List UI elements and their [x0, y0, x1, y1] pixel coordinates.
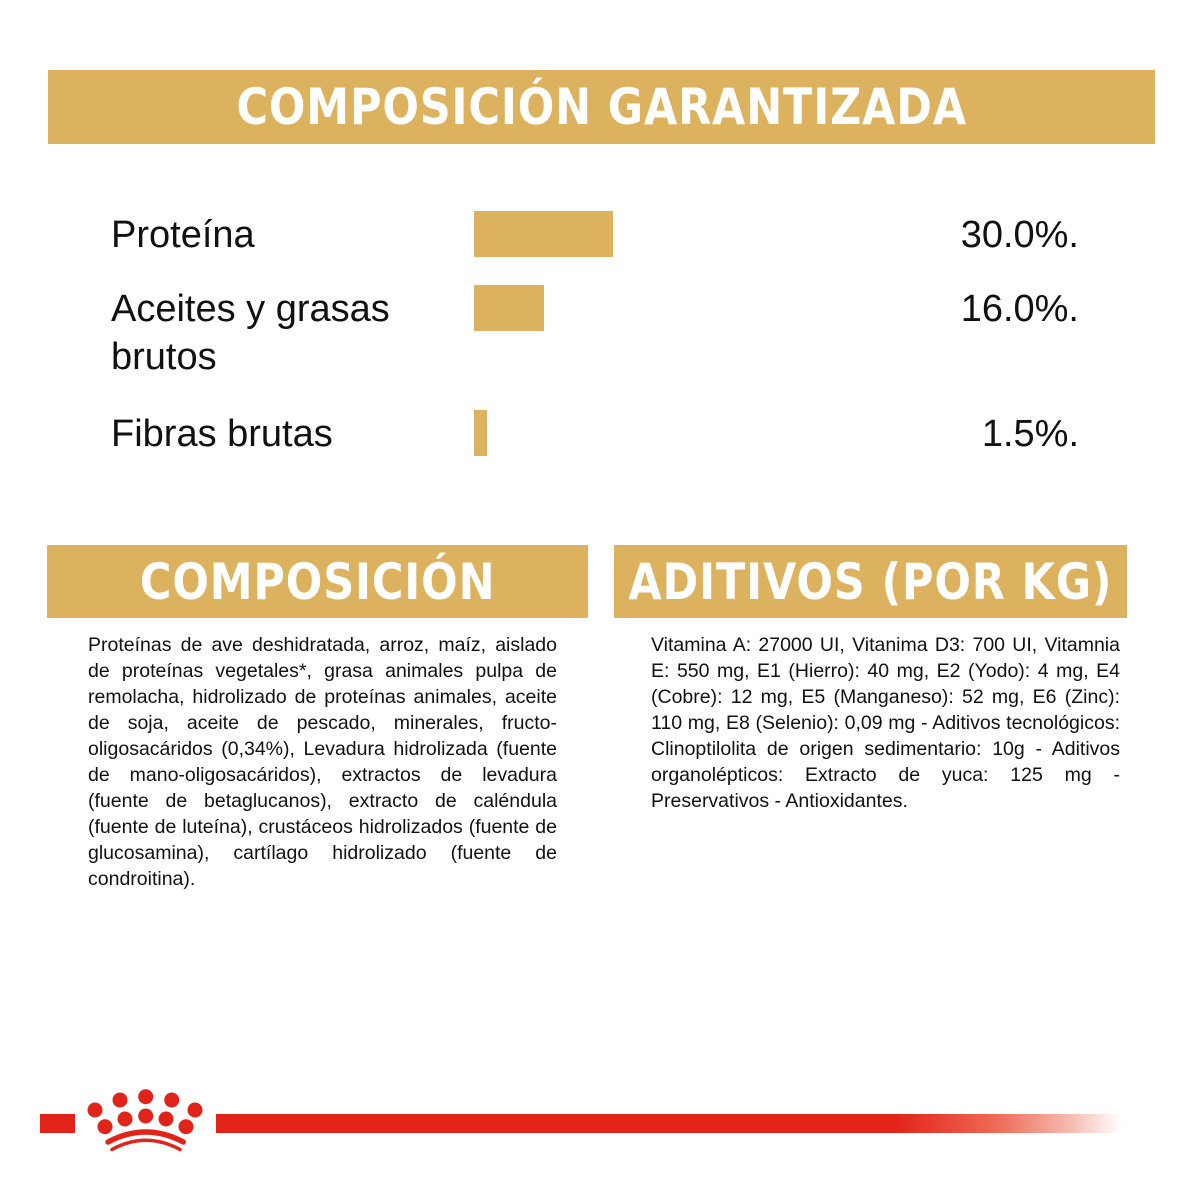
nutrient-bar: [474, 211, 613, 257]
nutrient-label: Aceites y grasas brutos: [111, 285, 390, 381]
additives-title: ADITIVOS (POR KG): [628, 552, 1113, 611]
additives-banner: ADITIVOS (POR KG): [614, 545, 1127, 618]
nutrient-value: 1.5%.: [981, 413, 1079, 455]
nutrient-label: Fibras brutas: [111, 413, 333, 455]
red-line-right: [216, 1114, 1122, 1133]
guaranteed-composition-banner: COMPOSICIÓN GARANTIZADA: [48, 70, 1155, 144]
guaranteed-composition-title: COMPOSICIÓN GARANTIZADA: [236, 78, 967, 136]
nutrient-value: 30.0%.: [960, 214, 1079, 256]
nutrient-label: Proteína: [111, 214, 255, 256]
additives-text: Vitamina A: 27000 UI, Vitanima D3: 700 U…: [651, 634, 1120, 812]
nutrient-bar: [474, 410, 487, 456]
nutrient-label-line: Aceites y grasas: [111, 288, 390, 330]
red-line-left: [40, 1114, 75, 1133]
nutrient-bar: [474, 285, 544, 331]
composition-title: COMPOSICIÓN: [139, 552, 496, 611]
nutrient-value: 16.0%.: [960, 288, 1079, 330]
composition-banner: COMPOSICIÓN: [47, 545, 588, 618]
crown-icon: [87, 1089, 203, 1152]
nutrient-label-line: brutos: [111, 336, 217, 378]
composition-text: Proteínas de ave deshidratada, arroz, ma…: [88, 634, 557, 890]
